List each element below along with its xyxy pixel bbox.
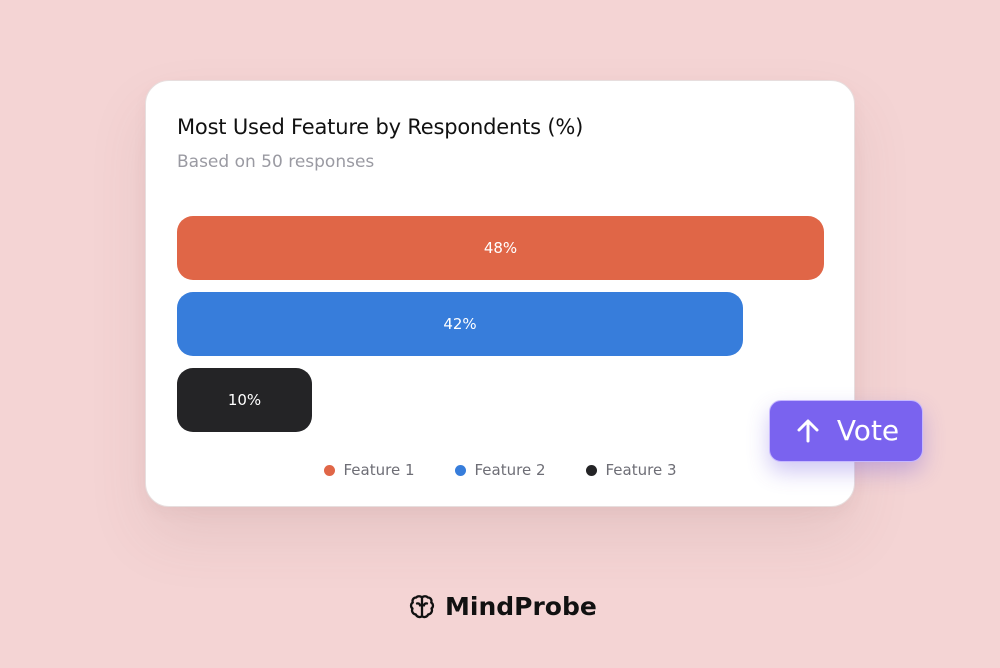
bar-feature-2: 42%: [177, 292, 743, 356]
legend-item-feature-2: Feature 2: [454, 461, 546, 479]
legend-label-feature-2: Feature 2: [474, 461, 546, 479]
brand: MindProbe: [408, 592, 597, 621]
bar-row-feature-2: 42%: [177, 292, 824, 356]
chart-legend: Feature 1 Feature 2 Feature 3: [146, 461, 854, 479]
brand-name: MindProbe: [445, 592, 597, 621]
chart-title: Most Used Feature by Respondents (%): [177, 115, 584, 139]
legend-item-feature-1: Feature 1: [323, 461, 415, 479]
legend-item-feature-3: Feature 3: [585, 461, 677, 479]
bar-row-feature-1: 48%: [177, 216, 824, 280]
legend-dot-feature-3: [585, 464, 597, 476]
bar-row-feature-3: 10%: [177, 368, 824, 432]
chart-subtitle: Based on 50 responses: [177, 152, 375, 172]
brain-icon: [409, 594, 435, 618]
bar-value-label: 42%: [443, 315, 477, 333]
arrow-up-icon: [797, 419, 819, 443]
bar-value-label: 48%: [483, 239, 518, 257]
legend-dot-feature-2: [454, 464, 466, 476]
chart-card: Most Used Feature by Respondents (%) Bas…: [145, 80, 855, 507]
bar-feature-3: 10%: [177, 368, 312, 432]
bar-value-label: 10%: [227, 391, 262, 409]
vote-button[interactable]: Vote: [769, 400, 923, 462]
legend-label-feature-1: Feature 1: [343, 461, 415, 479]
legend-label-feature-3: Feature 3: [605, 461, 677, 479]
vote-label: Vote: [836, 414, 900, 447]
bar-feature-1: 48%: [177, 216, 824, 280]
legend-dot-feature-1: [323, 464, 335, 476]
